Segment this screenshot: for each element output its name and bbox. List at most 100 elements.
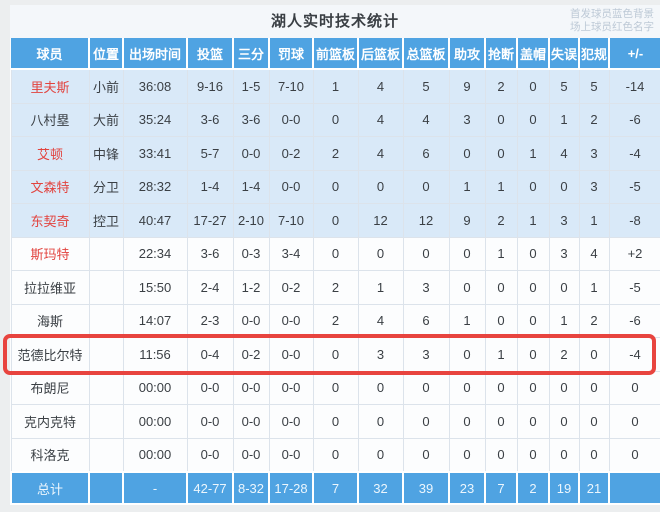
- total-rebounds-cell: 0: [402, 236, 450, 271]
- free-throws-cell: 0-2: [268, 136, 314, 171]
- player-row: 范德比尔特 11:56 0-4 0-2 0-0 0 3 3 0 1 0 2 0 -4: [10, 337, 660, 372]
- player-name-cell: 范德比尔特: [10, 337, 90, 372]
- plus-minus-cell: 0: [608, 437, 660, 473]
- field-goals-cell: 0-0: [186, 370, 234, 405]
- blocks-cell: 0: [516, 102, 550, 137]
- free-throws-cell: 0-0: [268, 169, 314, 204]
- steals-cell: 1: [484, 169, 518, 204]
- turnovers-cell: 1: [548, 303, 580, 338]
- col-header-minutes: 出场时间: [122, 38, 187, 70]
- defensive-rebounds-cell: 3: [357, 337, 404, 372]
- free-throws-cell: 3-4: [268, 236, 314, 271]
- turnovers-cell: 0: [548, 169, 580, 204]
- steals-cell: 1: [484, 337, 518, 372]
- total-rebounds-cell: 0: [402, 404, 450, 439]
- turnovers-cell: 3: [548, 203, 580, 238]
- minutes-cell: 35:24: [122, 102, 188, 137]
- turnovers-cell: 0: [548, 437, 580, 473]
- player-row: 拉拉维亚 15:50 2-4 1-2 0-2 2 1 3 0 0 0 0 1 -5: [10, 270, 660, 305]
- minutes-cell: 11:56: [122, 337, 188, 372]
- position-cell: 小前: [88, 68, 124, 104]
- col-header-steals: 抢断: [484, 38, 517, 70]
- col-header-blocks: 盖帽: [516, 38, 549, 70]
- total-rebounds-cell: 6: [402, 136, 450, 171]
- player-name-cell: 里夫斯: [10, 68, 90, 104]
- offensive-rebounds-cell: 0: [312, 169, 359, 204]
- free-throws-cell: 0-0: [268, 303, 314, 338]
- blocks-cell: 0: [516, 270, 550, 305]
- three-pointers-cell: 0-0: [232, 404, 270, 439]
- fouls-cell: 5: [578, 68, 610, 104]
- blocks-cell: 2: [516, 471, 550, 505]
- player-name-cell: 斯玛特: [10, 236, 90, 271]
- position-cell: [88, 404, 124, 439]
- player-row: 海斯 14:07 2-3 0-0 0-0 2 4 6 1 0 0 1 2 -6: [10, 303, 660, 338]
- player-name-cell: 文森特: [10, 169, 90, 204]
- offensive-rebounds-cell: 0: [312, 404, 359, 439]
- player-name-cell: 艾顿: [10, 136, 90, 171]
- free-throws-cell: 17-28: [268, 471, 314, 505]
- plus-minus-cell: -6: [608, 303, 660, 338]
- assists-cell: 0: [448, 337, 486, 372]
- player-name-cell: 科洛克: [10, 437, 90, 473]
- three-pointers-cell: 1-2: [232, 270, 270, 305]
- turnovers-cell: 0: [548, 270, 580, 305]
- three-pointers-cell: 0-0: [232, 437, 270, 473]
- blocks-cell: 0: [516, 437, 550, 473]
- defensive-rebounds-cell: 0: [357, 370, 404, 405]
- fouls-cell: 3: [578, 136, 610, 171]
- blocks-cell: 0: [516, 68, 550, 104]
- blocks-cell: 1: [516, 203, 550, 238]
- player-name-cell: 海斯: [10, 303, 90, 338]
- blocks-cell: 0: [516, 337, 550, 372]
- position-cell: [88, 303, 124, 338]
- three-pointers-cell: 2-10: [232, 203, 270, 238]
- blocks-cell: 0: [516, 169, 550, 204]
- defensive-rebounds-cell: 0: [357, 169, 404, 204]
- turnovers-cell: 0: [548, 404, 580, 439]
- field-goals-cell: 17-27: [186, 203, 234, 238]
- position-cell: 控卫: [88, 203, 124, 238]
- assists-cell: 1: [448, 303, 486, 338]
- col-header-total-rebounds: 总篮板: [402, 38, 449, 70]
- steals-cell: 0: [484, 370, 518, 405]
- free-throws-cell: 0-0: [268, 437, 314, 473]
- turnovers-cell: 5: [548, 68, 580, 104]
- player-row: 里夫斯 小前 36:08 9-16 1-5 7-10 1 4 5 9 2 0 5 5 -14: [10, 68, 660, 104]
- free-throws-cell: 0-2: [268, 270, 314, 305]
- free-throws-cell: 7-10: [268, 68, 314, 104]
- assists-cell: 9: [448, 68, 486, 104]
- col-header-plus-minus: +/-: [608, 38, 660, 70]
- assists-cell: 0: [448, 236, 486, 271]
- plus-minus-cell: -5: [608, 169, 660, 204]
- defensive-rebounds-cell: 4: [357, 136, 404, 171]
- total-rebounds-cell: 39: [402, 471, 450, 505]
- minutes-cell: 00:00: [122, 437, 188, 473]
- field-goals-cell: 1-4: [186, 169, 234, 204]
- offensive-rebounds-cell: 0: [312, 437, 359, 473]
- assists-cell: 1: [448, 169, 486, 204]
- col-header-defensive-rebounds: 后篮板: [357, 38, 403, 70]
- fouls-cell: 2: [578, 303, 610, 338]
- offensive-rebounds-cell: 0: [312, 370, 359, 405]
- total-rebounds-cell: 12: [402, 203, 450, 238]
- field-goals-cell: 42-77: [186, 471, 234, 505]
- turnovers-cell: 1: [548, 102, 580, 137]
- fouls-cell: 0: [578, 337, 610, 372]
- player-row: 文森特 分卫 28:32 1-4 1-4 0-0 0 0 0 1 1 0 0 3 -5: [10, 169, 660, 204]
- minutes-cell: 22:34: [122, 236, 188, 271]
- total-rebounds-cell: 5: [402, 68, 450, 104]
- player-name-cell: 拉拉维亚: [10, 270, 90, 305]
- player-name-cell: 克内克特: [10, 404, 90, 439]
- plus-minus-cell: [608, 471, 660, 505]
- offensive-rebounds-cell: 2: [312, 303, 359, 338]
- fouls-cell: 1: [578, 270, 610, 305]
- plus-minus-cell: -4: [608, 337, 660, 372]
- offensive-rebounds-cell: 0: [312, 337, 359, 372]
- three-pointers-cell: 0-2: [232, 337, 270, 372]
- minutes-cell: -: [122, 471, 188, 505]
- defensive-rebounds-cell: 4: [357, 68, 404, 104]
- defensive-rebounds-cell: 32: [357, 471, 404, 505]
- position-cell: [88, 236, 124, 271]
